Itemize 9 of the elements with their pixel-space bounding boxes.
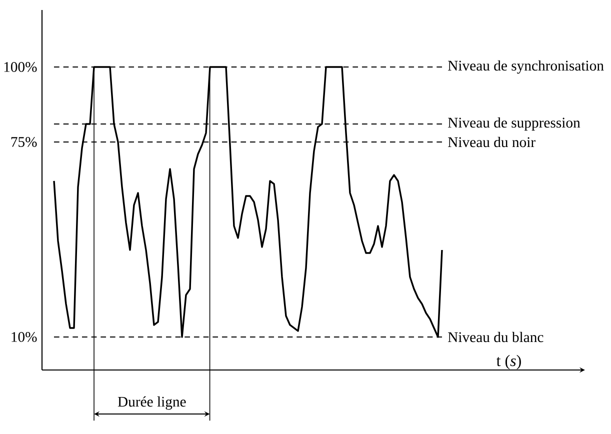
ref-line-label: Niveau du blanc: [448, 332, 544, 342]
x-axis-title: t (s): [496, 354, 521, 370]
y-tick-label: 100%: [4, 62, 37, 72]
y-tick-label: 75%: [11, 137, 37, 147]
text: Durée ligne: [118, 396, 186, 410]
ref-line-label: Niveau de suppression: [448, 117, 580, 131]
ref-line-label: Niveau du noir: [448, 136, 536, 148]
y-tick-label: 10%: [12, 332, 37, 342]
ref-line-label: Niveau de synchronisation: [448, 60, 604, 74]
